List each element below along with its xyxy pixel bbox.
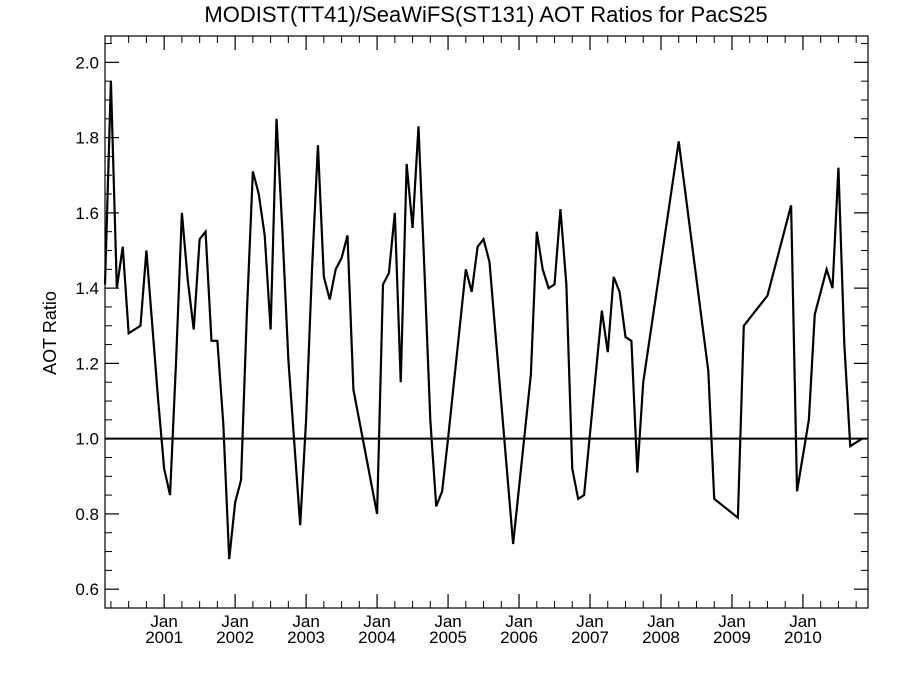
x-tick-year-label: 2010	[784, 628, 822, 647]
x-tick-month-label: Jan	[505, 612, 532, 631]
tick-labels: 0.60.81.01.21.41.61.82.0Jan2001Jan2002Ja…	[75, 53, 821, 647]
x-tick-month-label: Jan	[647, 612, 674, 631]
x-tick-month-label: Jan	[576, 612, 603, 631]
x-tick-year-label: 2002	[216, 628, 254, 647]
x-tick-year-label: 2006	[500, 628, 538, 647]
chart-title: MODIST(TT41)/SeaWiFS(ST131) AOT Ratios f…	[204, 2, 767, 27]
y-tick-label: 1.4	[75, 279, 99, 298]
x-tick-year-label: 2004	[358, 628, 396, 647]
x-tick-year-label: 2009	[713, 628, 751, 647]
y-axis-title: AOT Ratio	[40, 291, 60, 375]
x-tick-month-label: Jan	[150, 612, 177, 631]
x-tick-month-label: Jan	[718, 612, 745, 631]
x-tick-month-label: Jan	[292, 612, 319, 631]
x-tick-year-label: 2003	[287, 628, 325, 647]
y-tick-label: 0.8	[75, 505, 99, 524]
x-tick-month-label: Jan	[434, 612, 461, 631]
axis-ticks	[105, 36, 868, 608]
y-tick-label: 0.6	[75, 580, 99, 599]
series-line	[103, 81, 863, 560]
y-tick-label: 2.0	[75, 53, 99, 72]
plot-area-frame	[104, 35, 869, 609]
x-tick-month-label: Jan	[789, 612, 816, 631]
x-tick-year-label: 2007	[571, 628, 609, 647]
x-tick-year-label: 2005	[429, 628, 467, 647]
y-tick-label: 1.6	[75, 204, 99, 223]
y-tick-label: 1.2	[75, 354, 99, 373]
x-tick-year-label: 2001	[145, 628, 183, 647]
x-tick-month-label: Jan	[221, 612, 248, 631]
x-tick-year-label: 2008	[642, 628, 680, 647]
y-tick-label: 1.8	[75, 129, 99, 148]
x-tick-month-label: Jan	[363, 612, 390, 631]
y-tick-label: 1.0	[75, 430, 99, 449]
